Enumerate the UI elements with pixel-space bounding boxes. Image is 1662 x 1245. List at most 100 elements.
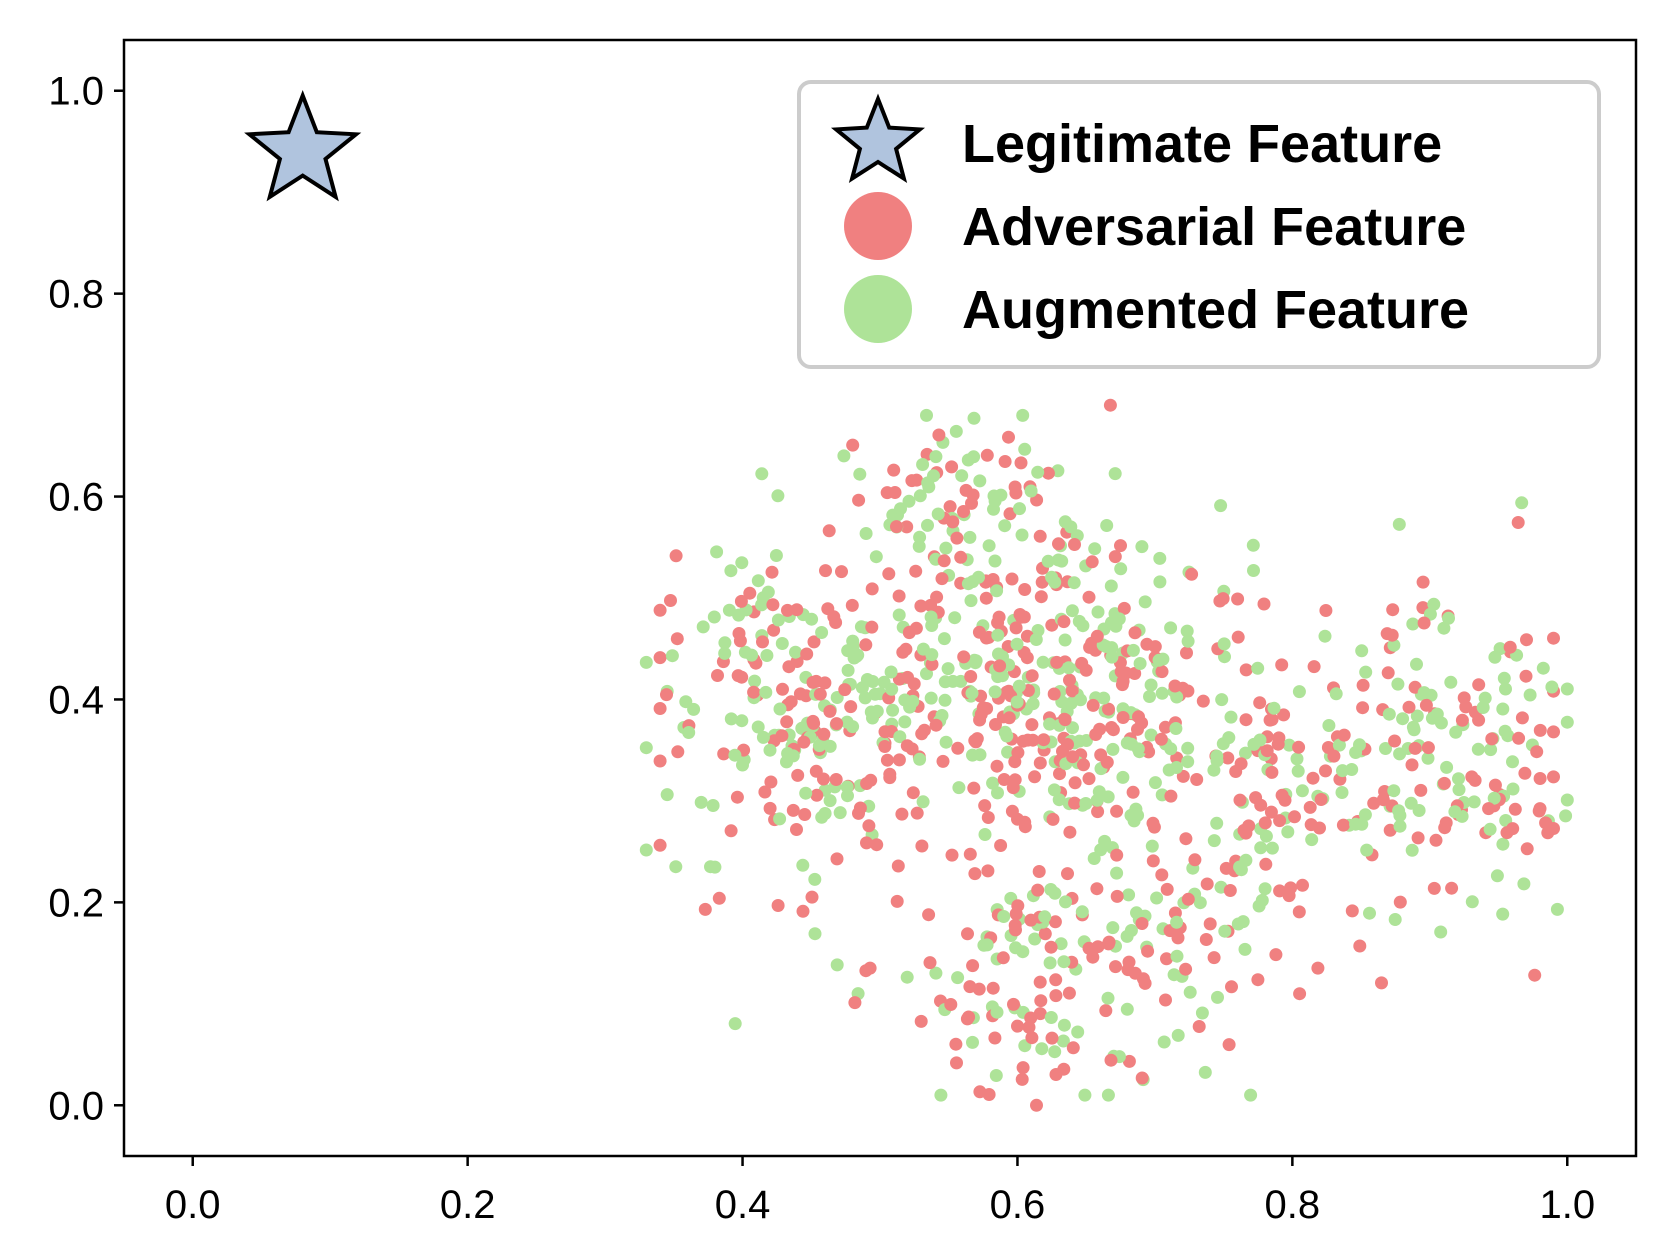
adversarial-point [1313,821,1326,835]
augmented-point [1210,816,1224,830]
adversarial-point [1275,788,1289,802]
adversarial-point [1045,618,1059,632]
augmented-point [639,655,653,669]
adversarial-point [756,635,769,649]
adversarial-point [923,956,937,970]
adversarial-point [1445,881,1459,895]
legend-label-legitimate: Legitimate Feature [962,114,1442,174]
augmented-point [1035,1042,1049,1056]
adversarial-point [775,729,789,743]
augmented-point [1217,637,1231,651]
adversarial-point [766,598,780,612]
augmented-point [884,665,898,679]
adversarial-point [878,740,892,753]
augmented-point [696,620,710,634]
adversarial-point [1239,663,1253,677]
augmented-point [980,938,994,952]
adversarial-point [1119,666,1133,680]
augmented-point [967,653,981,667]
adversarial-point [763,801,777,815]
augmented-point [1010,695,1024,709]
augmented-point [990,584,1004,598]
augmented-point [1258,882,1272,896]
augmented-point [941,662,955,676]
adversarial-point [1075,656,1089,670]
augmented-point [1239,853,1253,867]
adversarial-point [1179,832,1193,846]
adversarial-point [1417,616,1431,630]
adversarial-point [1020,651,1034,665]
augmented-point [1452,772,1465,786]
augmented-point [955,469,969,483]
augmented-point [1211,990,1224,1004]
augmented-point [951,971,965,985]
adversarial-point [1547,822,1560,835]
adversarial-point [1068,796,1082,810]
adversarial-point [929,718,943,732]
augmented-point [1265,841,1279,855]
adversarial-point [1519,669,1533,683]
augmented-point [1251,661,1265,675]
augmented-point [1038,910,1052,924]
adversarial-point [1063,825,1077,839]
augmented-point [1355,644,1369,658]
adversarial-point [1122,1054,1136,1068]
augmented-point [1041,554,1055,568]
adversarial-point [1082,772,1096,786]
augmented-point [929,450,943,464]
y-tick-label: 0.6 [48,476,104,520]
augmented-point [669,860,683,874]
adversarial-point [981,864,995,878]
augmented-point [1496,907,1510,921]
augmented-point [755,598,769,612]
augmented-point [1193,896,1207,910]
adversarial-point [1028,770,1042,784]
adversarial-point [669,549,683,563]
augmented-point [808,872,822,886]
adversarial-point [1047,687,1061,701]
augmented-point [771,613,785,627]
adversarial-point [1216,592,1230,606]
adversarial-point [1242,819,1256,833]
augmented-point [1471,742,1485,756]
augmented-point [939,541,953,555]
adversarial-point [1154,732,1168,746]
adversarial-point [1254,798,1268,812]
adversarial-point [957,505,970,518]
augmented-point [1417,686,1431,700]
adversarial-point [1126,785,1140,799]
augmented-point [771,489,785,503]
adversarial-point [1063,673,1076,687]
adversarial-point [1416,575,1430,589]
augmented-point [902,494,916,508]
augmented-point [1144,728,1158,742]
augmented-point [1144,678,1158,692]
adversarial-point [1257,597,1271,611]
adversarial-point [1009,621,1023,635]
adversarial-point [1009,923,1022,937]
augmented-point [1440,760,1454,774]
augmented-point [988,554,1002,568]
augmented-point [1387,784,1401,798]
adversarial-point [994,839,1008,852]
adversarial-point [819,564,832,578]
adversarial-point [1485,732,1499,746]
adversarial-point [1031,883,1045,897]
adversarial-point [944,998,958,1011]
adversarial-point [1345,904,1359,918]
augmented-point [1452,783,1466,797]
augmented-point [929,966,943,980]
augmented-point [1018,442,1032,456]
adversarial-point [1011,899,1025,913]
augmented-point [998,519,1012,533]
adversarial-point [1530,745,1544,759]
augmented-point [1010,637,1024,651]
augmented-point [992,647,1005,661]
adversarial-point [764,775,778,789]
augmented-point [1444,675,1458,689]
adversarial-point [1414,783,1428,797]
adversarial-point [1296,878,1309,892]
adversarial-point [1002,711,1016,725]
adversarial-point [1171,931,1185,945]
legend-label-adversarial: Adversarial Feature [962,197,1466,257]
